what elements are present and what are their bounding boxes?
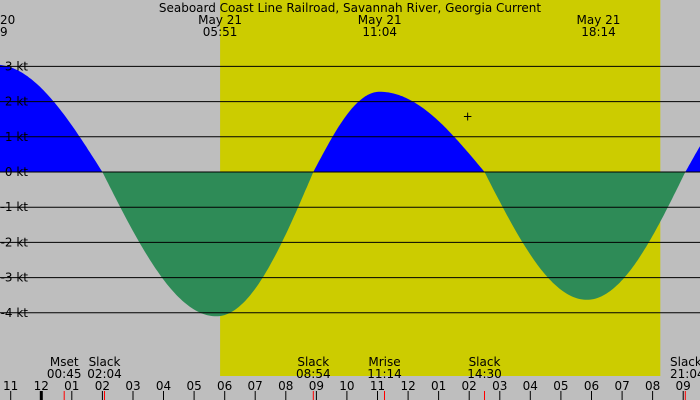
flood-area-path xyxy=(0,64,700,172)
ebb-area-path xyxy=(0,172,700,317)
ebb-current-area xyxy=(0,172,700,317)
hour-tick-label: 02 xyxy=(462,379,477,393)
hour-tick-label: 08 xyxy=(278,379,293,393)
hour-tick-label: 04 xyxy=(523,379,538,393)
y-tick-label: 1 kt xyxy=(5,130,28,144)
hour-tick-label: 07 xyxy=(614,379,629,393)
event-name: Slack xyxy=(297,355,329,369)
hour-tick-label: 06 xyxy=(584,379,599,393)
marker-plus: + xyxy=(463,110,473,124)
current-time-marker: + xyxy=(463,110,473,124)
hour-tick-label: 01 xyxy=(64,379,79,393)
hour-tick-label: 08 xyxy=(645,379,660,393)
hour-tick-label: 09 xyxy=(309,379,324,393)
event-time: 21:04 xyxy=(670,367,700,381)
velocity-axis-labels: 3 kt 2 kt 1 kt 0 kt -1 kt -2 kt -3 kt -4 kt xyxy=(1,59,29,319)
event-time: 00:45 xyxy=(47,367,82,381)
hour-tick-label: 03 xyxy=(492,379,507,393)
top-date-label: May 21 xyxy=(577,13,621,27)
hour-tick-label: 09 xyxy=(676,379,691,393)
y-tick-label: -3 kt xyxy=(1,271,29,285)
hour-tick-label: 10 xyxy=(339,379,354,393)
y-tick-label: 2 kt xyxy=(5,95,28,109)
chart-title: Seaboard Coast Line Railroad, Savannah R… xyxy=(159,1,542,15)
hour-tick-label: 12 xyxy=(400,379,415,393)
top-time-label: 18:14 xyxy=(581,25,616,39)
y-tick-label: -2 kt xyxy=(1,235,29,249)
event-name: Slack xyxy=(670,355,700,369)
hour-axis: 11 12 01 02 03 04 05 06 07 08 09 10 11 12 01 02 03 04 05 06… xyxy=(3,379,691,400)
flood-current-area xyxy=(0,64,700,172)
hour-tick-label: 11 xyxy=(370,379,385,393)
top-time-label: 9 xyxy=(0,25,8,39)
hour-tick-label: 04 xyxy=(156,379,171,393)
event-name: Mrise xyxy=(368,355,400,369)
top-date-label: 20 xyxy=(0,13,15,27)
y-tick-label: 0 kt xyxy=(5,165,28,179)
event-time: 08:54 xyxy=(296,367,331,381)
y-tick-label: 3 kt xyxy=(5,59,28,73)
hour-tick-label: 05 xyxy=(186,379,201,393)
hour-tick-label: 01 xyxy=(431,379,446,393)
top-time-label: 05:51 xyxy=(203,25,238,39)
event-labels: Mset00:45Slack02:04Slack08:54Mrise11:14S… xyxy=(47,355,700,400)
event-time: 02:04 xyxy=(87,367,122,381)
hour-tick-label: 07 xyxy=(248,379,263,393)
y-tick-label: -4 kt xyxy=(1,306,29,320)
velocity-gridlines xyxy=(0,65,700,314)
hour-tick-label: 03 xyxy=(125,379,140,393)
event-name: Slack xyxy=(89,355,121,369)
top-date-label: May 21 xyxy=(198,13,242,27)
event-name: Mset xyxy=(50,355,79,369)
hour-tick-label: 06 xyxy=(217,379,232,393)
hour-tick-label: 11 xyxy=(3,379,18,393)
hour-tick-label: 05 xyxy=(553,379,568,393)
y-tick-label: -1 kt xyxy=(1,200,29,214)
top-time-label: 11:04 xyxy=(362,25,397,39)
event-time: 11:14 xyxy=(367,367,402,381)
event-time: 14:30 xyxy=(467,367,502,381)
top-date-label: May 21 xyxy=(358,13,402,27)
hour-tick-label: 12 xyxy=(34,379,49,393)
event-name: Slack xyxy=(469,355,501,369)
hour-tick-label: 02 xyxy=(95,379,110,393)
